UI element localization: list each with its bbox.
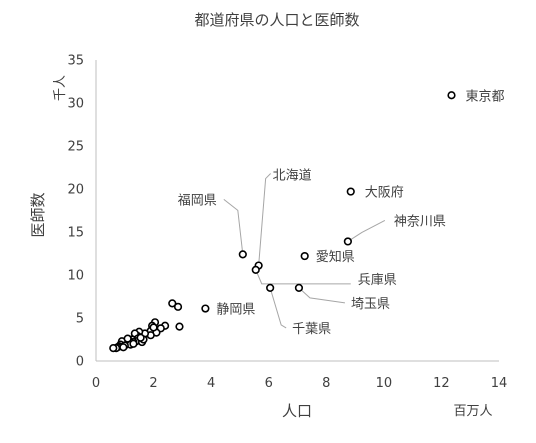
data-point xyxy=(109,344,118,353)
data-point xyxy=(149,323,158,332)
data-point xyxy=(266,283,275,293)
leader-line xyxy=(269,287,287,329)
data-point xyxy=(238,250,247,259)
data-label: 大阪府 xyxy=(365,186,404,201)
x-tick-label: 10 xyxy=(376,376,393,391)
y-tick-label: 20 xyxy=(67,183,84,198)
data-label: 福岡県 xyxy=(178,193,217,208)
data-point xyxy=(447,91,456,100)
data-label: 埼玉県 xyxy=(351,297,390,312)
data-point xyxy=(129,339,138,348)
data-point xyxy=(300,251,309,261)
data-point xyxy=(343,237,352,246)
data-point xyxy=(346,187,355,196)
data-label: 愛知県 xyxy=(316,249,355,265)
y-tick-label: 0 xyxy=(76,355,84,370)
x-tick-label: 12 xyxy=(433,376,450,391)
leader-line xyxy=(347,220,386,242)
y-axis-title: 医師数 xyxy=(29,192,47,237)
data-point xyxy=(201,304,210,313)
x-tick-label: 2 xyxy=(149,376,157,391)
leader-line xyxy=(223,198,244,255)
data-label: 静岡県 xyxy=(216,303,255,318)
data-point xyxy=(173,302,183,311)
y-tick-label: 10 xyxy=(67,269,84,284)
leader-line xyxy=(298,287,346,304)
data-label: 東京都 xyxy=(466,88,505,104)
y-tick-label: 25 xyxy=(67,140,84,155)
y-tick-label: 35 xyxy=(67,54,84,69)
x-axis-title: 人口 xyxy=(282,402,312,420)
data-point xyxy=(294,283,304,293)
y-tick-label: 5 xyxy=(76,312,84,327)
leader-lines xyxy=(223,173,386,329)
data-label: 兵庫県 xyxy=(358,273,397,288)
y-tick-label: 30 xyxy=(67,97,84,112)
x-tick-labels: 0 2 4 6 8 10 12 14 xyxy=(92,376,507,391)
x-tick-label: 6 xyxy=(265,376,273,391)
data-label: 千葉県 xyxy=(292,322,331,337)
data-point xyxy=(119,343,128,352)
data-point xyxy=(175,322,184,331)
leader-line xyxy=(258,173,271,266)
x-tick-label: 4 xyxy=(207,376,215,391)
data-point xyxy=(123,334,132,343)
data-point xyxy=(168,299,177,308)
leader-line xyxy=(255,269,351,285)
x-tick-label: 8 xyxy=(322,376,330,391)
chart-title: 都道府県の人口と医師数 xyxy=(194,11,359,29)
x-axis-unit: 百万人 xyxy=(453,404,492,419)
x-tick-label: 0 xyxy=(92,376,100,391)
data-label: 北海道 xyxy=(273,169,312,184)
y-tick-labels: 0 5 10 15 20 25 30 35 xyxy=(67,54,84,370)
data-points xyxy=(109,91,456,353)
x-tick-label: 14 xyxy=(491,376,508,391)
y-tick-label: 15 xyxy=(67,226,84,241)
y-axis-unit: 千人 xyxy=(53,75,68,101)
data-label: 神奈川県 xyxy=(394,214,446,229)
data-point xyxy=(136,333,145,342)
data-point xyxy=(251,265,260,274)
